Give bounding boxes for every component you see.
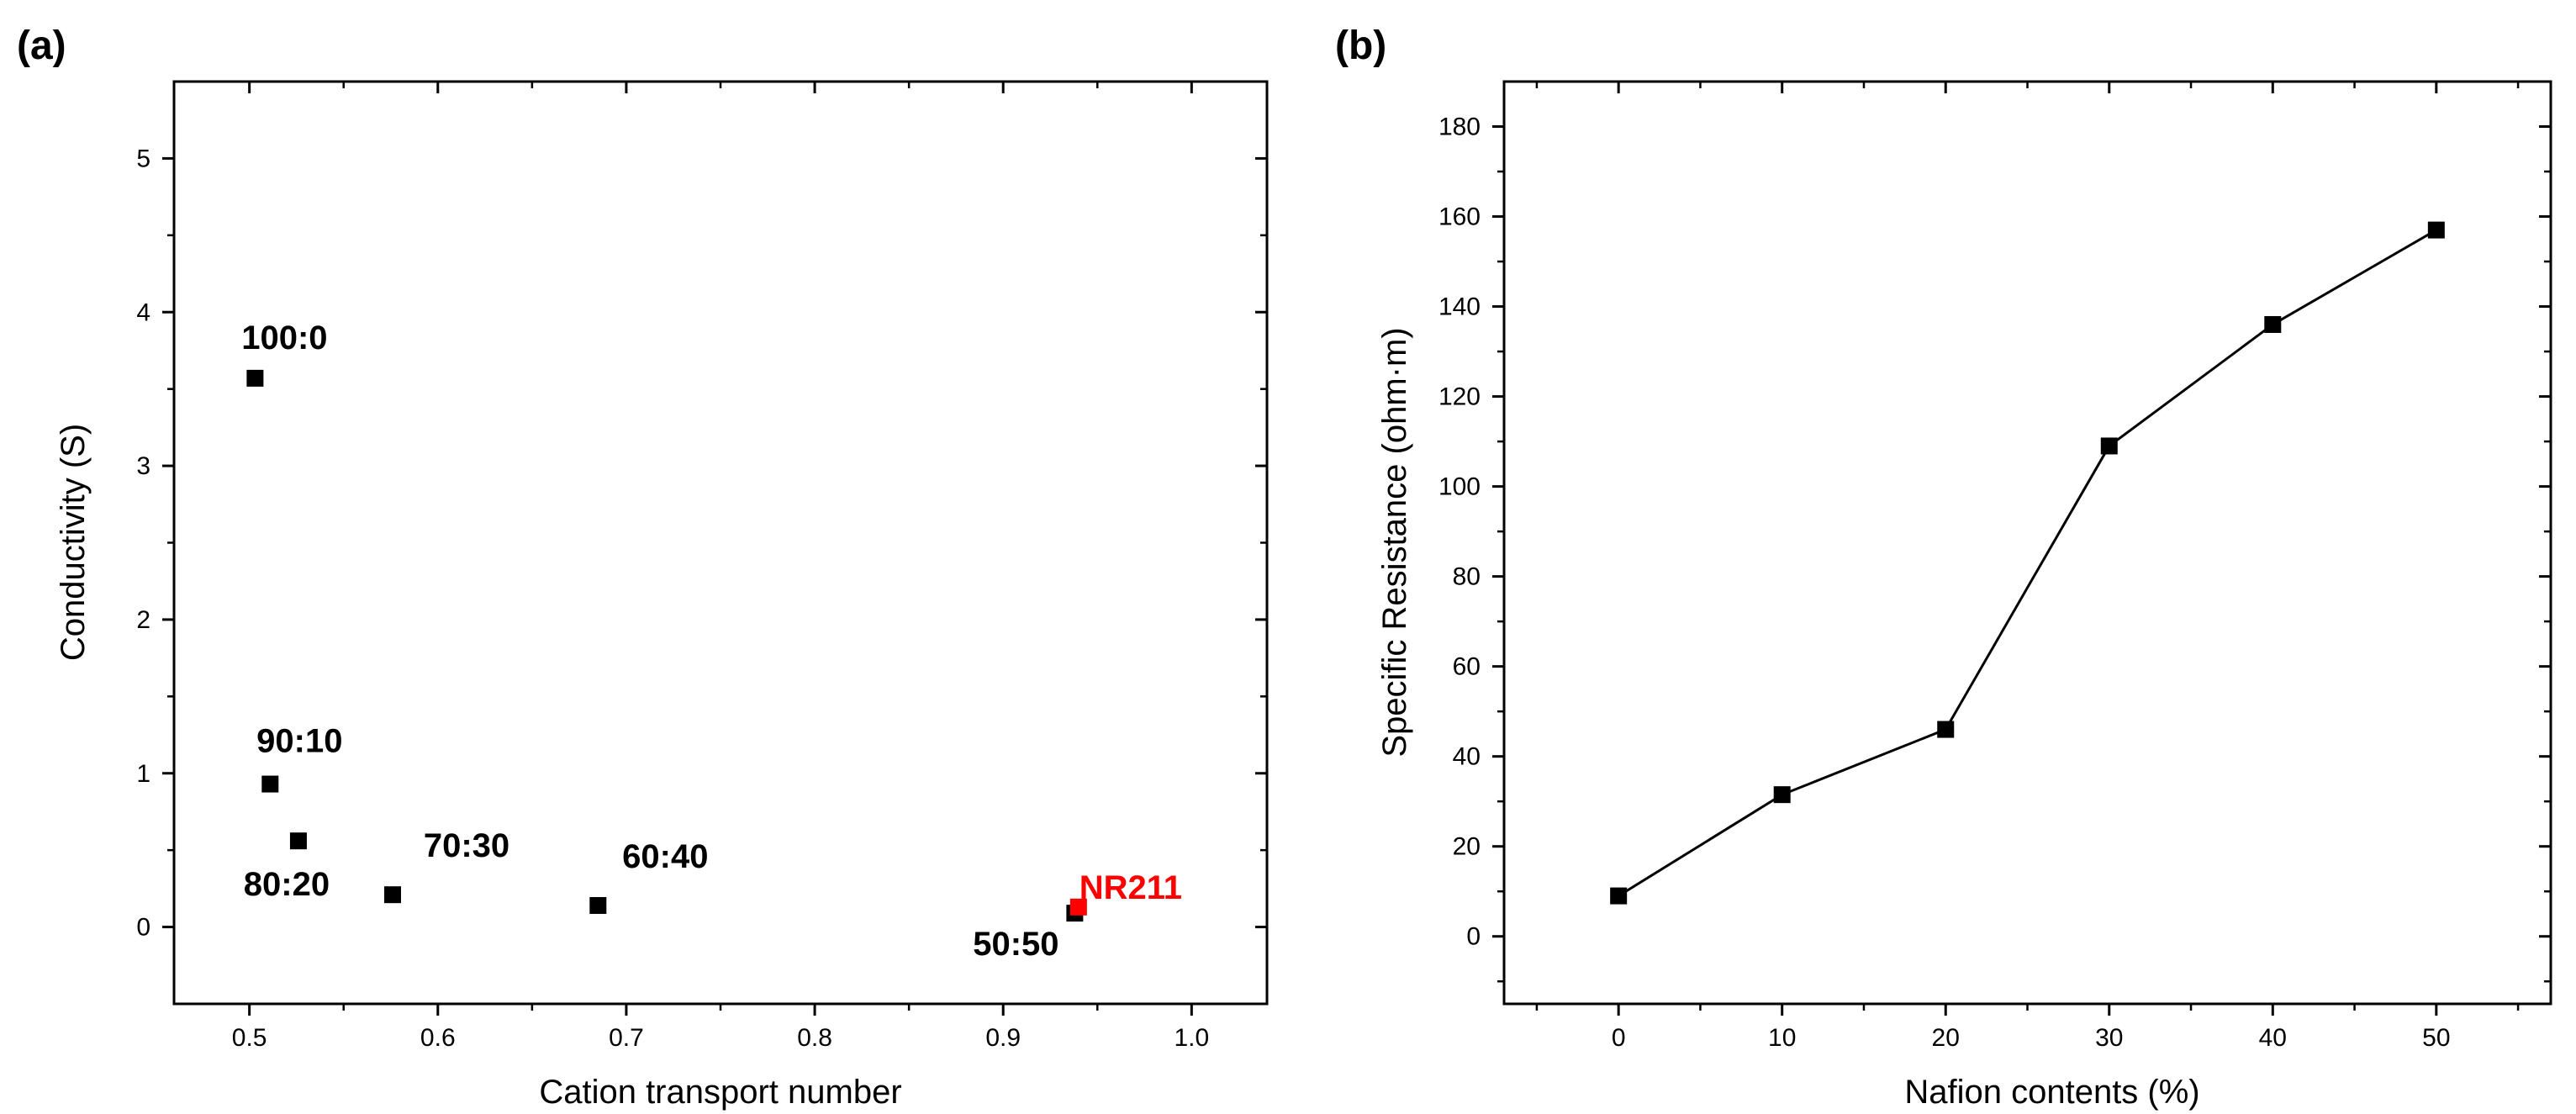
x-tick-label: 0.6 [420,1024,456,1052]
y-tick-label: 0 [136,914,150,942]
y-tick-label: 3 [136,452,150,480]
line-point-40 [2264,315,2282,333]
point-label-70-30: 70:30 [424,827,509,864]
line-point-20 [1937,721,1955,738]
y-tick-label: 5 [136,145,150,172]
scatter-point-90-10 [261,775,279,793]
scatter-point-60-40 [589,896,607,914]
line-point-10 [1773,786,1791,804]
panel-a-y-axis-title: Conductivity (S) [55,424,92,661]
panel-b-y-axis-title: Specific Resistance (ohm·m) [1376,327,1413,757]
panel-b-series-line [1618,229,2437,897]
line-point-50 [2427,221,2445,239]
scatter-point-80-20 [289,832,307,850]
x-tick-label: 0 [1612,1024,1626,1052]
panel-b-resistance-line: (b) 0 10 20 30 40 50020406080100120140160180 … [1335,24,2552,1111]
y-tick-label: 0 [1466,923,1481,951]
panel-b-tick-labels: 0 10 20 30 40 50 0 20 40 60 80 100 120 140 160 180 [1438,114,2451,1052]
y-tick-label: 1 [136,760,150,788]
line-point-30 [2100,437,2118,455]
x-tick-label: 40 [2259,1024,2287,1052]
y-tick-label: 2 [136,606,150,634]
x-tick-label: 30 [2095,1024,2123,1052]
scatter-point-100-0 [246,369,264,387]
y-tick-label: 160 [1438,203,1481,231]
y-tick-label: 20 [1453,833,1481,861]
x-tick-label: 1.0 [1174,1024,1209,1052]
panel-a-label: (a) [17,24,66,68]
x-tick-label: 50 [2422,1024,2450,1052]
x-tick-label: 20 [1932,1024,1960,1052]
panel-a-tick-labels: 0.5 0.6 0.7 0.8 0.9 1.0 0 1 2 3 4 5 [136,145,1209,1052]
panel-b-ticks [1492,82,2551,1016]
line-point-0 [1610,887,1628,905]
y-tick-label: 4 [136,298,150,326]
point-label-80-20: 80:20 [244,866,330,903]
x-tick-label: 0.9 [985,1024,1021,1052]
y-tick-label: 80 [1453,563,1481,591]
x-tick-label: 0.7 [609,1024,644,1052]
panel-a-ticks [162,82,1267,1016]
y-tick-label: 60 [1453,653,1481,681]
panel-b-x-axis-title: Nafion contents (%) [1904,1074,2199,1111]
panel-a-point-labels: 100:0 90:10 80:20 70:30 60:40 50:50 NR211 [241,319,1182,963]
y-tick-label: 180 [1438,114,1481,141]
panel-b-label: (b) [1335,24,1386,68]
y-tick-label: 100 [1438,473,1481,501]
point-label-nr211: NR211 [1079,869,1182,906]
scatter-point-nr211 [1069,898,1087,916]
y-tick-label: 120 [1438,383,1481,411]
panel-a-conductivity-scatter: (a) 0.5 0.6 0.7 0.8 0.9 1.0 0 1 2 3 4 5 100:0 90:10 8… [17,24,1269,1111]
panel-b-plot-frame [1502,80,2552,1006]
panel-a-x-axis-title: Cation transport number [539,1074,901,1111]
panel-a-data-points [246,369,1087,922]
x-tick-label: 0.5 [232,1024,267,1052]
point-label-50-50: 50:50 [973,926,1058,963]
panel-a-plot-frame [172,80,1269,1006]
y-tick-label: 140 [1438,293,1481,321]
panel-b-data-points [1610,221,2445,905]
point-label-90-10: 90:10 [256,723,342,760]
y-tick-label: 40 [1453,743,1481,771]
x-tick-label: 10 [1768,1024,1796,1052]
point-label-100-0: 100:0 [241,319,327,356]
point-label-60-40: 60:40 [622,838,708,875]
scatter-point-70-30 [384,886,401,904]
x-tick-label: 0.8 [797,1024,832,1052]
